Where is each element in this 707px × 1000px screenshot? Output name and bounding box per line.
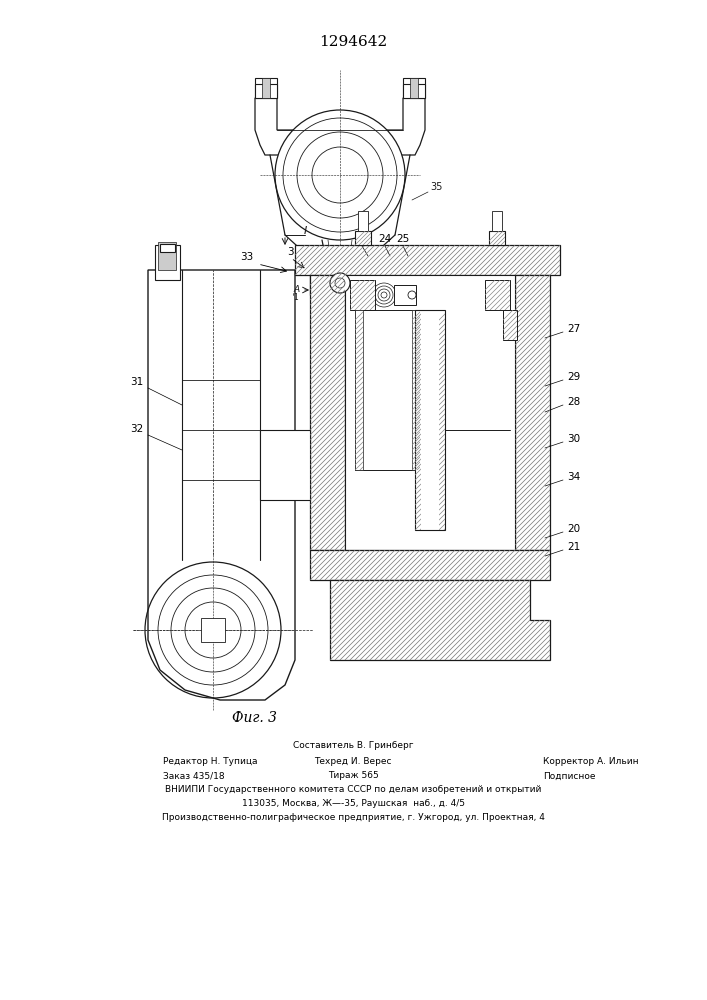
Text: 1: 1	[293, 292, 298, 302]
Circle shape	[283, 118, 397, 232]
Bar	[310, 270, 370, 295]
Text: 20: 20	[567, 524, 580, 534]
Circle shape	[297, 132, 383, 218]
Text: A: A	[293, 284, 299, 294]
Bar	[412, 310, 420, 470]
Bar	[394, 285, 416, 305]
Polygon shape	[148, 270, 295, 700]
Text: 28: 28	[567, 397, 580, 407]
Bar	[415, 310, 445, 530]
Text: 21: 21	[567, 542, 580, 552]
Bar	[201, 618, 225, 642]
Text: I: I	[303, 226, 307, 236]
Polygon shape	[310, 275, 345, 550]
Text: Техред И. Верес: Техред И. Верес	[314, 758, 392, 766]
Text: 32: 32	[130, 424, 144, 434]
Text: 29: 29	[567, 372, 580, 382]
Bar	[485, 280, 510, 310]
Text: Заказ 435/18: Заказ 435/18	[163, 772, 225, 780]
Polygon shape	[515, 275, 550, 550]
Bar	[160, 244, 175, 252]
Text: 1294642: 1294642	[319, 35, 387, 49]
Bar	[489, 231, 505, 245]
Bar	[403, 78, 425, 98]
Bar	[255, 78, 277, 98]
Circle shape	[312, 147, 368, 203]
Bar	[345, 275, 515, 550]
Text: Фиг. 1: Фиг. 1	[325, 334, 366, 347]
Text: 3: 3	[425, 277, 431, 287]
Bar	[155, 245, 180, 280]
Polygon shape	[295, 245, 560, 275]
Text: Редактор Н. Тупица: Редактор Н. Тупица	[163, 758, 257, 766]
Bar	[158, 242, 176, 270]
Bar	[255, 84, 277, 98]
Circle shape	[408, 291, 416, 299]
Circle shape	[330, 273, 350, 293]
Bar	[355, 231, 371, 245]
Text: 34: 34	[567, 472, 580, 482]
Text: Составитель В. Гринберг: Составитель В. Гринберг	[293, 742, 414, 750]
Text: 31: 31	[130, 377, 144, 387]
Polygon shape	[260, 430, 310, 500]
Text: 26: 26	[356, 234, 368, 244]
Text: 1: 1	[424, 252, 430, 262]
Bar	[492, 211, 502, 231]
Circle shape	[275, 110, 405, 240]
Text: 35: 35	[430, 182, 443, 192]
Circle shape	[335, 278, 345, 288]
Text: ВНИИПИ Государственного комитета СССР по делам изобретений и открытий: ВНИИПИ Государственного комитета СССР по…	[165, 786, 541, 794]
Text: 33: 33	[240, 252, 253, 262]
Text: 30: 30	[567, 434, 580, 444]
Text: 113035, Москва, Ж—-35, Раушская  наб., д. 4/5: 113035, Москва, Ж—-35, Раушская наб., д.…	[242, 800, 464, 808]
Polygon shape	[255, 98, 425, 155]
Text: Фиг. 3: Фиг. 3	[233, 711, 278, 725]
Bar	[410, 78, 418, 98]
Text: 24: 24	[378, 234, 392, 244]
Bar	[358, 211, 368, 231]
Bar	[403, 84, 425, 98]
Text: Подписное: Подписное	[543, 772, 595, 780]
Text: Корректор А. Ильин: Корректор А. Ильин	[543, 758, 638, 766]
Text: 3: 3	[286, 247, 293, 257]
Text: 27: 27	[567, 324, 580, 334]
Bar	[350, 280, 375, 310]
Text: Тираж 565: Тираж 565	[327, 772, 378, 780]
Text: Производственно-полиграфическое предприятие, г. Ужгород, ул. Проектная, 4: Производственно-полиграфическое предприя…	[162, 814, 544, 822]
Bar	[262, 78, 270, 98]
Bar	[503, 310, 517, 340]
Circle shape	[354, 257, 430, 333]
Polygon shape	[310, 550, 550, 580]
Text: 25: 25	[397, 234, 409, 244]
Polygon shape	[330, 580, 550, 660]
Bar	[355, 310, 420, 470]
Bar	[355, 310, 363, 470]
